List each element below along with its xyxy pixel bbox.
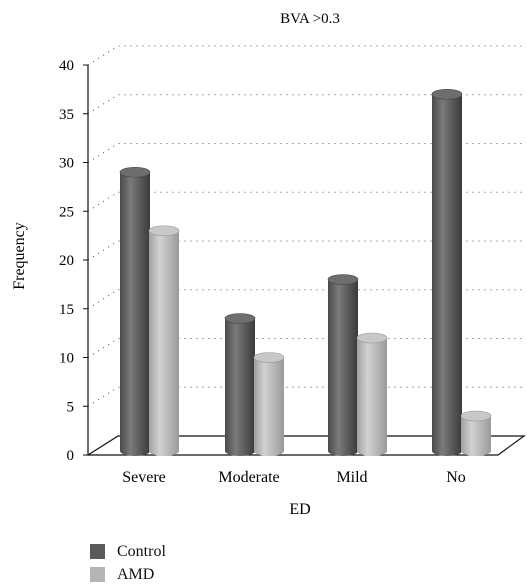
y-tick-label-25: 25 <box>59 204 74 220</box>
legend-item-control: Control <box>90 540 166 563</box>
legend: Control AMD <box>90 540 166 586</box>
y-tick-label-40: 40 <box>59 58 74 74</box>
axes <box>83 64 526 456</box>
bar-control-severe <box>119 166 151 456</box>
bars <box>119 88 492 456</box>
x-tick-label-moderate: Moderate <box>218 469 279 486</box>
legend-label-amd: AMD <box>117 565 155 583</box>
bar-amd-moderate <box>253 352 285 456</box>
y-tick-label-10: 10 <box>59 351 74 367</box>
x-tick-label-mild: Mild <box>336 469 367 486</box>
bar-control-no <box>431 88 463 456</box>
x-tick-labels: Severe Moderate Mild No <box>122 469 466 486</box>
y-axis-title: Frequency <box>11 222 28 290</box>
bar-chart: BVA >0.3 0 5 10 15 20 25 30 35 40 Severe Moderate… <box>11 11 526 518</box>
bar-control-mild <box>327 274 359 456</box>
x-tick-label-severe: Severe <box>122 469 166 486</box>
floor-plane <box>85 435 526 456</box>
bar-control-moderate <box>224 313 256 456</box>
y-tick-label-15: 15 <box>59 302 74 318</box>
gridline-40 <box>87 45 522 66</box>
y-tick-labels: 0 5 10 15 20 25 30 35 40 <box>59 58 74 464</box>
legend-swatch-control <box>90 544 105 559</box>
bar-amd-severe <box>148 225 180 456</box>
legend-item-amd: AMD <box>90 563 166 586</box>
x-axis-title: ED <box>289 501 310 518</box>
y-tick-label-5: 5 <box>67 399 75 415</box>
y-tick-label-0: 0 <box>67 448 75 464</box>
y-tick-label-35: 35 <box>59 107 74 123</box>
bar-amd-mild <box>356 332 388 456</box>
legend-label-control: Control <box>117 542 166 560</box>
bar-amd-no <box>460 410 492 456</box>
chart-title: BVA >0.3 <box>280 11 340 27</box>
legend-swatch-amd <box>90 567 105 582</box>
y-tick-label-20: 20 <box>59 253 74 269</box>
x-tick-label-no: No <box>446 469 466 486</box>
y-tick-label-30: 30 <box>59 156 74 172</box>
